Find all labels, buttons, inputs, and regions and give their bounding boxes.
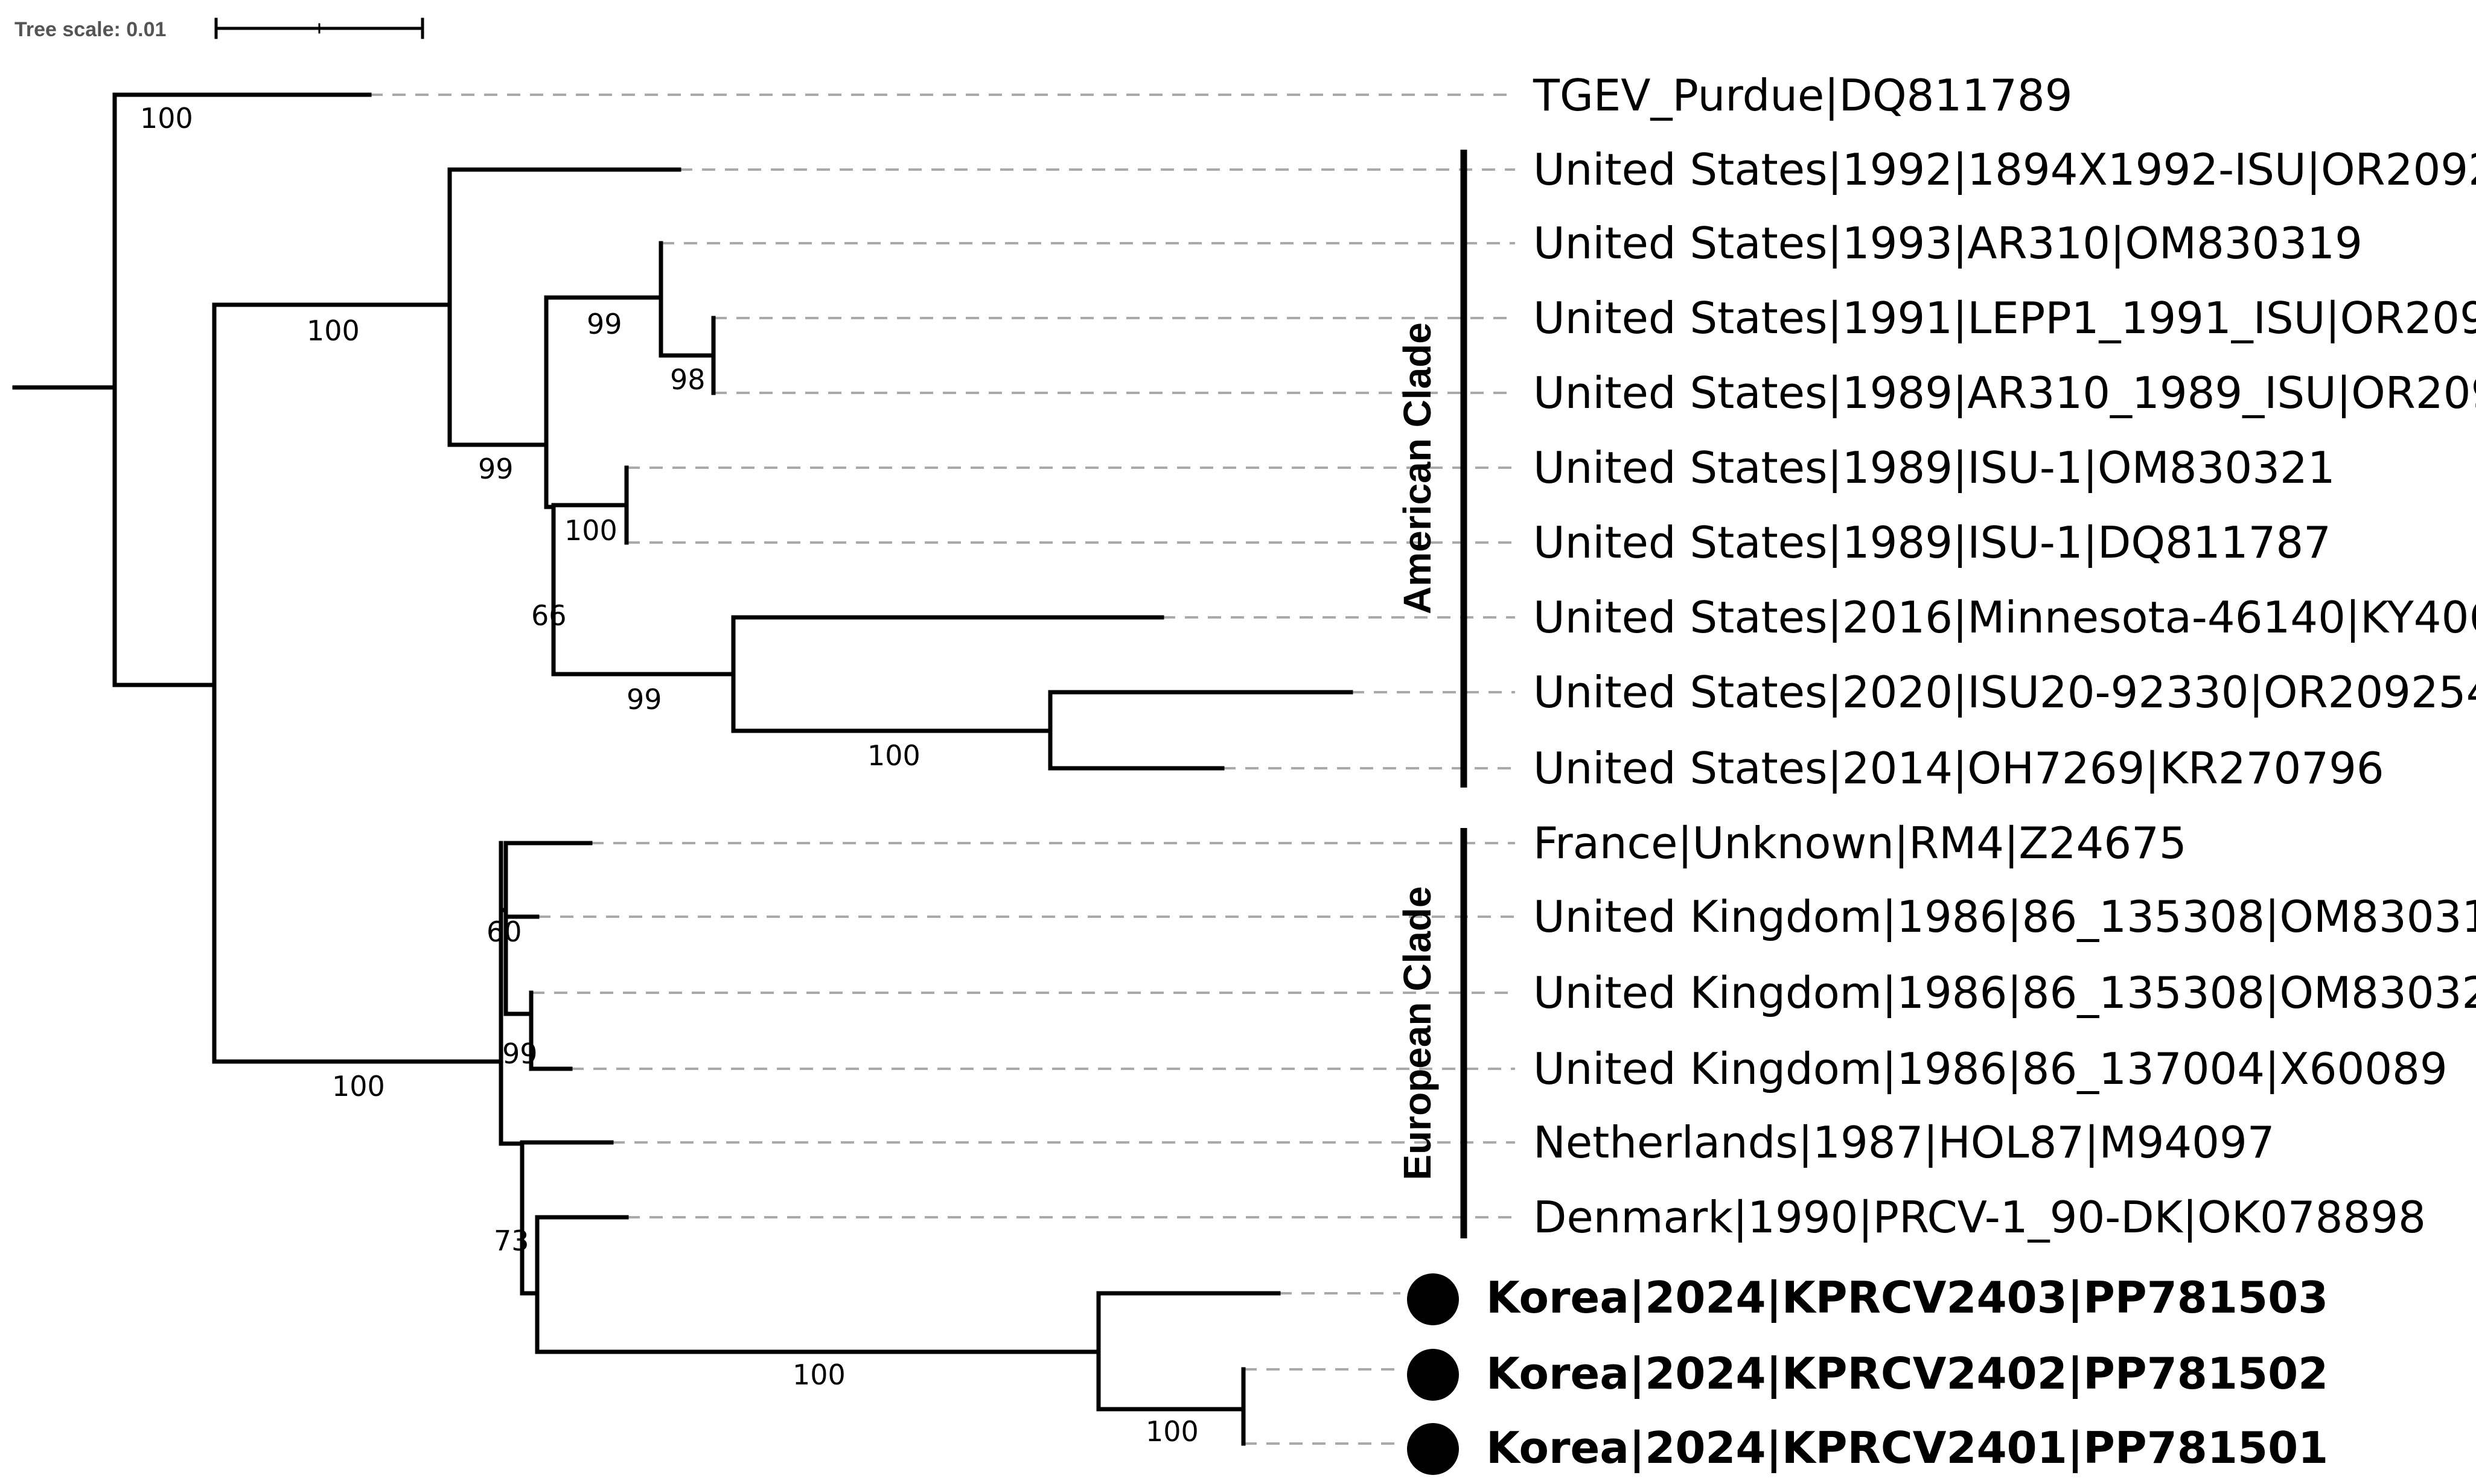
tree-scale: Tree scale: 0.01 (14, 18, 424, 41)
support-values: 100 100 99 99 98 100 66 99 100 100 60 99… (140, 102, 1199, 1448)
leaf-label-korea: Korea|2024|KPRCV2401|PP781501 (1486, 1422, 2328, 1474)
leaf-labels: TGEV_Purdue|DQ811789 United States|1992|… (1486, 70, 2476, 1474)
leaf-label-korea: Korea|2024|KPRCV2402|PP781502 (1486, 1348, 2328, 1400)
support-value: 98 (670, 363, 706, 396)
leaf-label: United States|1991|LEPP1_1991_ISU|OR2092… (1533, 293, 2476, 344)
support-value: 100 (564, 514, 617, 547)
leaf-label-korea: Korea|2024|KPRCV2403|PP781503 (1486, 1272, 2328, 1323)
leaf-label: United States|2020|ISU20-92330|OR209254 (1533, 667, 2476, 718)
leaf-label: United Kingdom|1986|86_135308|OM830318 (1533, 891, 2476, 943)
leader-lines (369, 94, 1515, 1445)
tree-branches (12, 92, 1353, 1446)
leaf-label: United States|1989|ISU-1|DQ811787 (1533, 517, 2331, 568)
leaf-label: United Kingdom|1986|86_135308|OM830320 (1533, 967, 2476, 1019)
leaf-label: Netherlands|1987|HOL87|M94097 (1533, 1117, 2275, 1168)
leaf-label: Denmark|1990|PRCV-1_90-DK|OK078898 (1533, 1192, 2426, 1243)
sample-markers (1407, 1273, 1459, 1475)
leaf-label: TGEV_Purdue|DQ811789 (1533, 70, 2073, 121)
sample-marker-icon (1407, 1423, 1459, 1475)
leaf-label: United Kingdom|1986|86_137004|X60089 (1533, 1043, 2448, 1095)
leaf-label: United States|2014|OH7269|KR270796 (1533, 743, 2384, 794)
support-value: 99 (502, 1037, 538, 1070)
support-value: 100 (140, 102, 193, 135)
support-value: 100 (307, 314, 360, 347)
sample-marker-icon (1407, 1349, 1459, 1401)
support-value: 100 (332, 1070, 385, 1103)
clade-annotations: American Clade European Clade (1396, 150, 1467, 1238)
support-value: 100 (793, 1358, 846, 1391)
support-value: 99 (478, 453, 514, 485)
tree-scale-label: Tree scale: 0.01 (14, 18, 166, 41)
support-value: 99 (627, 683, 662, 716)
sample-marker-icon (1407, 1273, 1459, 1325)
leaf-label: France|Unknown|RM4|Z24675 (1533, 818, 2187, 869)
leaf-label: United States|1989|ISU-1|OM830321 (1533, 442, 2335, 494)
leaf-label: United States|2016|Minnesota-46140|KY406… (1533, 592, 2476, 643)
support-value: 73 (494, 1224, 529, 1257)
support-value: 66 (531, 599, 567, 632)
support-value: 99 (587, 308, 622, 340)
support-value: 60 (487, 916, 522, 948)
european-clade-label: European Clade (1396, 886, 1439, 1180)
american-clade-label: American Clade (1396, 322, 1439, 614)
leaf-label: United States|1993|AR310|OM830319 (1533, 218, 2363, 269)
leaf-label: United States|1989|AR310_1989_ISU|OR2092… (1533, 368, 2476, 419)
support-value: 100 (867, 739, 921, 772)
leaf-label: United States|1992|1894X1992-ISU|OR20925… (1533, 144, 2476, 196)
support-value: 100 (1146, 1415, 1199, 1448)
